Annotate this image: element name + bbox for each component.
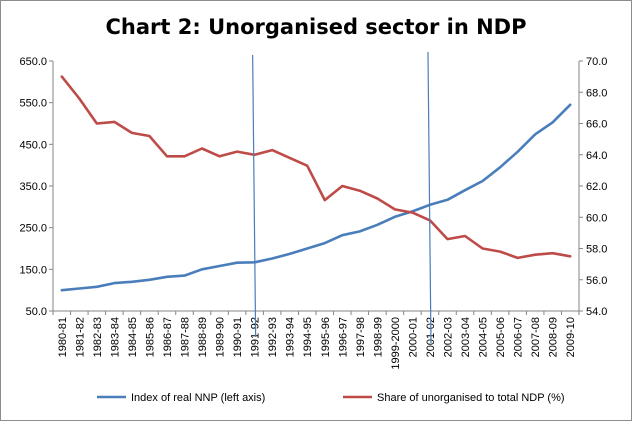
x-tick-label: 1985-86 [144, 317, 156, 357]
x-tick-label: 1999-2000 [390, 317, 402, 370]
right-tick-label: 54.0 [586, 306, 607, 318]
x-tick-label: 1986-87 [162, 317, 174, 357]
left-tick-label: 550.0 [19, 98, 47, 110]
left-tick-label: 250.0 [19, 223, 47, 235]
right-tick-label: 64.0 [586, 150, 607, 162]
chart-title: Chart 2: Unorganised sector in NDP [105, 15, 527, 39]
x-tick-label: 2009-10 [565, 317, 577, 357]
x-tick-label: 1983-84 [109, 317, 121, 357]
right-tick-label: 70.0 [586, 56, 607, 68]
x-tick-label: 1993-94 [285, 317, 297, 357]
x-tick-label: 2005-06 [495, 317, 507, 357]
x-tick-label: 1996-97 [337, 317, 349, 357]
series-line-1 [60, 103, 572, 292]
x-tick-label: 1989-90 [215, 317, 227, 357]
right-tick-label: 56.0 [586, 275, 607, 287]
right-tick-label: 68.0 [586, 87, 607, 99]
marker-line-1 [252, 54, 257, 338]
x-tick-label: 1990-91 [232, 317, 244, 357]
x-tick-label: 2004-05 [478, 317, 490, 357]
legend-label-2: Share of unorganised to total NDP (%) [377, 392, 565, 404]
left-tick-label: 350.0 [19, 181, 47, 193]
x-tick-label: 1984-85 [127, 317, 139, 357]
x-tick-label: 1981-82 [74, 317, 86, 357]
x-tick-label: 1992-93 [267, 317, 279, 357]
x-tick-label: 2006-07 [513, 317, 525, 357]
left-tick-label: 650.0 [19, 56, 47, 68]
x-tick-label: 1988-89 [197, 317, 209, 357]
left-tick-label: 150.0 [19, 264, 47, 276]
left-tick-label: 450.0 [19, 139, 47, 151]
x-tick-label: 2002-03 [443, 317, 455, 357]
x-tick-label: 1994-95 [302, 317, 314, 357]
x-tick-label: 1982-83 [92, 317, 104, 357]
right-tick-label: 60.0 [586, 212, 607, 224]
x-tick-label: 1987-88 [180, 317, 192, 357]
legend-label-1: Index of real NNP (left axis) [131, 392, 265, 404]
right-tick-label: 66.0 [586, 119, 607, 131]
right-tick-label: 58.0 [586, 244, 607, 256]
x-tick-label: 1995-96 [320, 317, 332, 357]
marker-line-2 [427, 51, 432, 344]
x-tick-label: 1991-92 [250, 317, 262, 357]
x-tick-label: 2003-04 [460, 317, 472, 357]
x-tick-label: 2000-01 [407, 317, 419, 357]
x-tick-label: 1980-81 [57, 317, 69, 357]
x-tick-label: 2008-09 [548, 317, 560, 357]
series-line-2 [60, 75, 572, 260]
right-tick-label: 62.0 [586, 181, 607, 193]
left-tick-label: 50.0 [26, 306, 47, 318]
x-tick-label: 1997-98 [355, 317, 367, 357]
x-tick-label: 1998-99 [372, 317, 384, 357]
x-tick-label: 2007-08 [530, 317, 542, 357]
